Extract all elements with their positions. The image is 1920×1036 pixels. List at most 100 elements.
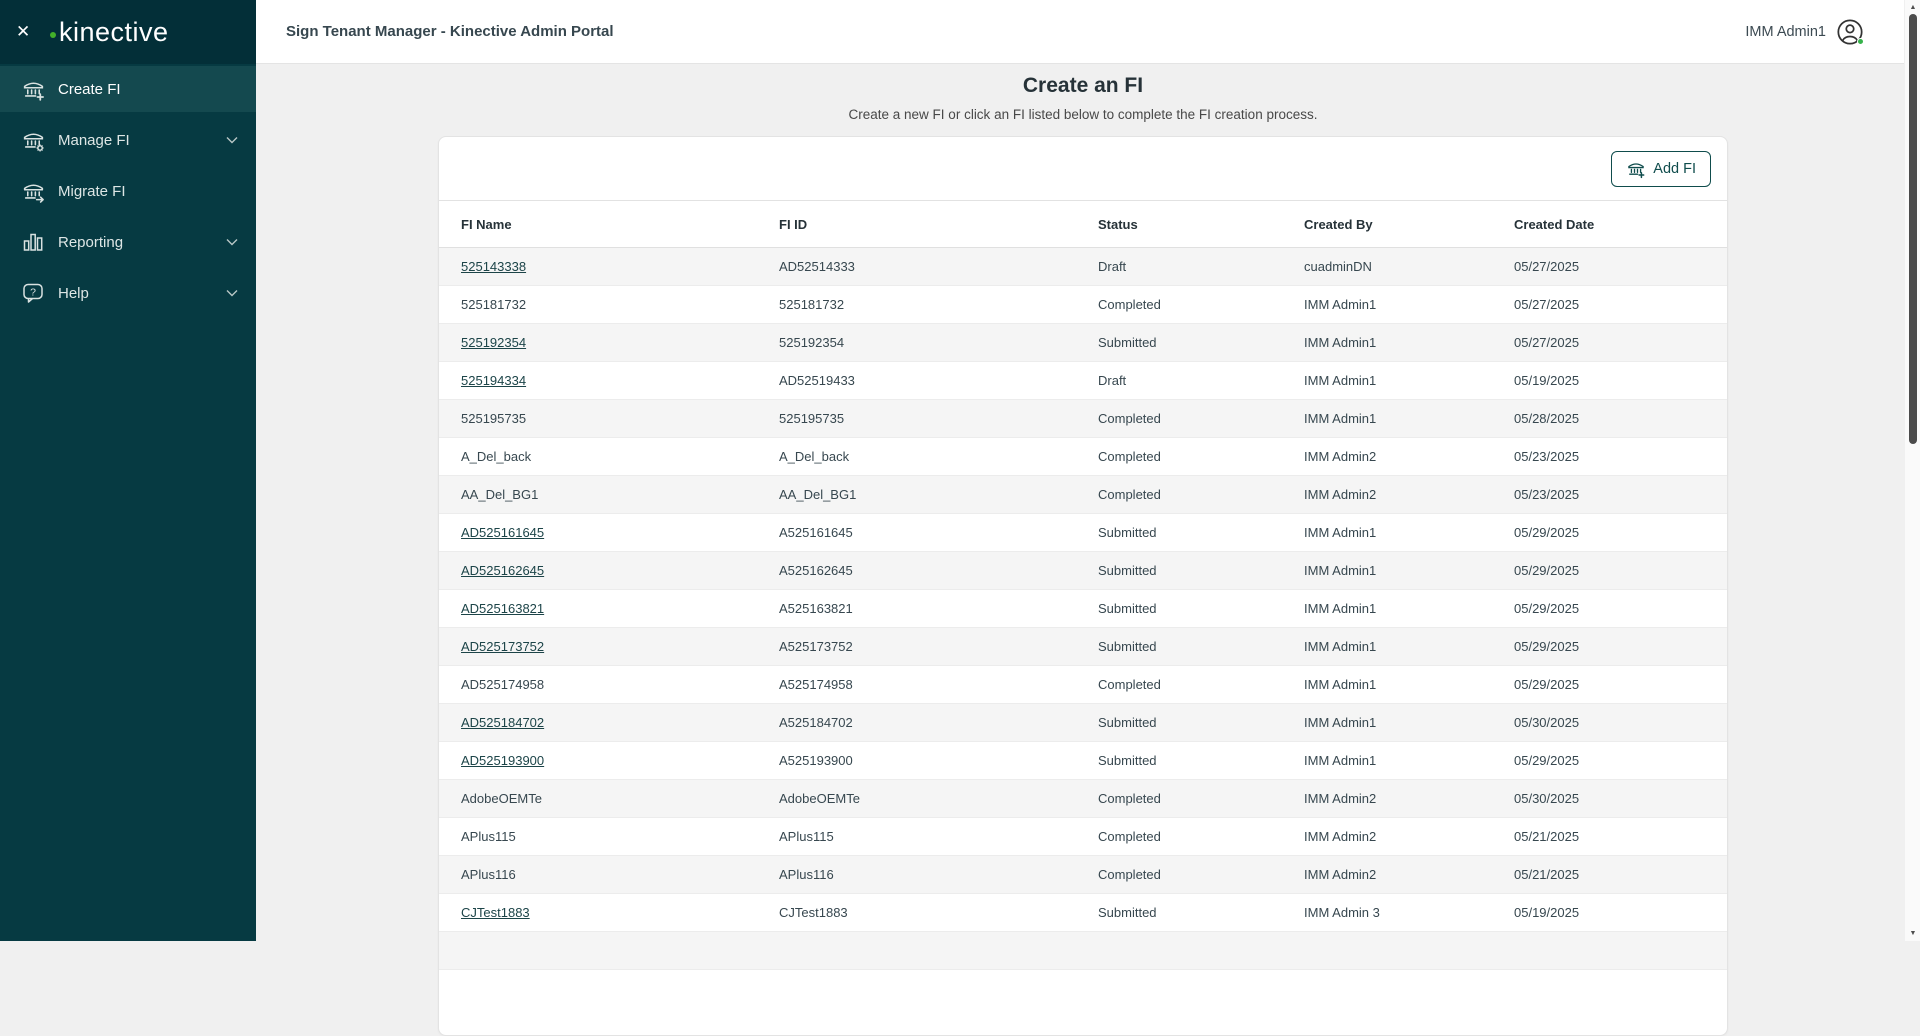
status-cell: Completed xyxy=(1098,829,1161,844)
svg-text:?: ? xyxy=(30,287,36,299)
created-date-cell: 05/27/2025 xyxy=(1514,297,1580,312)
bank-arrow-icon xyxy=(20,178,46,204)
user-menu[interactable]: IMM Admin1 xyxy=(1745,18,1864,46)
created-date-cell: 05/29/2025 xyxy=(1514,639,1580,654)
fi-name-link[interactable]: AD525184702 xyxy=(461,715,545,730)
sidebar-item-help[interactable]: ? Help xyxy=(0,270,256,316)
logo-text: kinective xyxy=(59,16,169,47)
brand-logo: kinective xyxy=(50,16,169,47)
sidebar-item-create-fi[interactable]: Create FI xyxy=(0,66,256,112)
fi-name-link[interactable]: AD525162645 xyxy=(461,563,545,578)
table-row: 525143338 AD52514333 Draft cuadminDN 05/27/2… xyxy=(439,248,1727,286)
status-cell: Completed xyxy=(1098,487,1161,502)
fi-name-text: AD525174958 xyxy=(461,677,545,692)
fi-id-cell: A525174958 xyxy=(779,677,853,692)
sidebar-item-label: Manage FI xyxy=(58,131,130,149)
fi-name-cell: CJTest1883 xyxy=(461,905,779,920)
fi-name-link[interactable]: CJTest1883 xyxy=(461,905,530,920)
fi-name-cell: AD525162645 xyxy=(461,563,779,578)
fi-name-text: A_Del_back xyxy=(461,449,532,464)
app-title: Sign Tenant Manager - Kinective Admin Po… xyxy=(286,23,614,40)
chevron-down-icon xyxy=(226,136,238,144)
created-date-cell: 05/23/2025 xyxy=(1514,487,1580,502)
scrollbar-thumb[interactable] xyxy=(1909,14,1917,444)
table-row: AD525184702 A525184702 Submitted IMM Admin1… xyxy=(439,704,1727,742)
close-icon[interactable]: ✕ xyxy=(16,22,31,41)
status-cell: Draft xyxy=(1098,259,1127,274)
fi-name-cell: AD525163821 xyxy=(461,601,779,616)
fi-name-cell: 525181732 xyxy=(461,297,779,312)
fi-name-link[interactable]: 525194334 xyxy=(461,373,527,388)
sidebar-item-label: Reporting xyxy=(58,233,124,251)
column-header-status: Status xyxy=(1098,216,1138,232)
status-cell: Completed xyxy=(1098,411,1161,426)
fi-name-cell: AD525184702 xyxy=(461,715,779,730)
add-fi-button[interactable]: Add FI xyxy=(1611,151,1711,187)
created-by-cell: IMM Admin1 xyxy=(1304,297,1377,312)
created-by-cell: IMM Admin1 xyxy=(1304,335,1377,350)
fi-list-card: Add FI FI Name FI ID Status Created By C… xyxy=(438,136,1728,1036)
created-by-cell: cuadminDN xyxy=(1304,259,1372,274)
fi-name-text: 525181732 xyxy=(461,297,527,312)
sidebar-item-migrate-fi[interactable]: Migrate FI xyxy=(0,168,256,214)
fi-name-link[interactable]: AD525163821 xyxy=(461,601,545,616)
fi-id-cell: AD52514333 xyxy=(779,259,855,274)
page-title: Create an FI xyxy=(1022,74,1144,97)
created-by-cell: IMM Admin2 xyxy=(1304,487,1377,502)
fi-id-cell: A525161645 xyxy=(779,525,853,540)
table-row: APlus115 APlus115 Completed IMM Admin2 05/21… xyxy=(439,818,1727,856)
fi-id-cell: AdobeOEMTe xyxy=(779,791,860,806)
sidebar-item-reporting[interactable]: Reporting xyxy=(0,219,256,265)
created-by-cell: IMM Admin2 xyxy=(1304,867,1377,882)
fi-name-link[interactable]: AD525193900 xyxy=(461,753,545,768)
page-subtitle: Create a new FI or click an FI listed be… xyxy=(848,107,1318,122)
fi-name-link[interactable]: 525143338 xyxy=(461,259,527,274)
status-cell: Submitted xyxy=(1098,563,1157,578)
status-cell: Completed xyxy=(1098,297,1161,312)
table-row: AdobeOEMTe AdobeOEMTe Completed IMM Admin2 0… xyxy=(439,780,1727,818)
fi-id-cell: 525195735 xyxy=(779,411,845,426)
topbar: Sign Tenant Manager - Kinective Admin Po… xyxy=(256,0,1904,64)
created-date-cell: 05/27/2025 xyxy=(1514,259,1580,274)
fi-name-link[interactable]: AD525161645 xyxy=(461,525,545,540)
table-row: APlus116 APlus116 Completed IMM Admin2 05/21… xyxy=(439,856,1727,894)
vertical-scrollbar[interactable]: ▲ ▼ xyxy=(1904,0,1920,941)
status-cell: Submitted xyxy=(1098,601,1157,616)
created-by-cell: IMM Admin 3 xyxy=(1304,905,1380,920)
status-cell: Submitted xyxy=(1098,753,1157,768)
chevron-down-icon xyxy=(226,289,238,297)
bar-chart-icon xyxy=(20,229,46,255)
fi-name-cell: AdobeOEMTe xyxy=(461,791,779,806)
main-content: Create an FI Create a new FI or click an… xyxy=(256,64,1904,1036)
bank-plus-icon xyxy=(20,76,46,102)
created-date-cell: 05/30/2025 xyxy=(1514,791,1580,806)
created-date-cell: 05/21/2025 xyxy=(1514,829,1580,844)
sidebar-item-label: Migrate FI xyxy=(58,182,126,200)
fi-name-cell: AD525193900 xyxy=(461,753,779,768)
created-by-cell: IMM Admin2 xyxy=(1304,791,1377,806)
fi-name-cell: AD525173752 xyxy=(461,639,779,654)
status-cell: Completed xyxy=(1098,449,1161,464)
fi-id-cell: APlus116 xyxy=(779,867,834,882)
fi-name-cell: A_Del_back xyxy=(461,449,779,464)
scroll-down-arrow-icon[interactable]: ▼ xyxy=(1909,930,1917,937)
fi-name-link[interactable]: 525192354 xyxy=(461,335,527,350)
table-header-row: FI Name FI ID Status Created By Created … xyxy=(439,201,1727,248)
table-row: CJTest1883 CJTest1883 Submitted IMM Admin 3… xyxy=(439,894,1727,932)
fi-id-cell: APlus115 xyxy=(779,829,834,844)
status-cell: Submitted xyxy=(1098,639,1157,654)
created-by-cell: IMM Admin1 xyxy=(1304,411,1377,426)
fi-name-link[interactable]: AD525173752 xyxy=(461,639,545,654)
user-avatar-icon[interactable] xyxy=(1836,18,1864,46)
sidebar-nav: Create FI Manage FI xyxy=(0,64,256,316)
fi-name-cell: 525195735 xyxy=(461,411,779,426)
fi-id-cell: A525173752 xyxy=(779,639,853,654)
fi-name-text: 525195735 xyxy=(461,411,527,426)
fi-name-cell: APlus116 xyxy=(461,867,779,882)
sidebar-item-manage-fi[interactable]: Manage FI xyxy=(0,117,256,163)
table-row: AD525163821 A525163821 Submitted IMM Admin1… xyxy=(439,590,1727,628)
column-header-created-date: Created Date xyxy=(1514,216,1595,232)
fi-name-cell: 525194334 xyxy=(461,373,779,388)
scroll-up-arrow-icon[interactable]: ▲ xyxy=(1909,4,1917,11)
created-by-cell: IMM Admin1 xyxy=(1304,563,1377,578)
